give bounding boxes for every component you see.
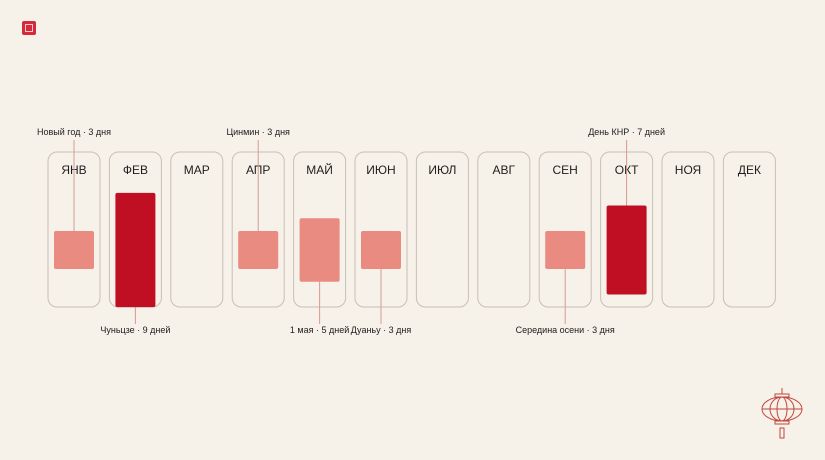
holiday-label: Цинмин · 3 дня (226, 127, 290, 137)
month-column (722, 151, 776, 308)
month-label: ИЮЛ (428, 163, 456, 177)
holiday-label: День КНР · 7 дней (588, 127, 665, 137)
month-label: ДЕК (738, 163, 761, 177)
holiday-bar (361, 230, 401, 270)
holiday-bar (238, 230, 279, 270)
month-label: МАР (184, 163, 210, 177)
month-label: АВГ (493, 163, 516, 177)
holiday-label: Новый год · 3 дня (37, 127, 111, 137)
holiday-bar (606, 205, 647, 295)
month-column (170, 151, 224, 308)
holiday-bar (54, 230, 94, 270)
month-label: МАЙ (306, 162, 333, 177)
holiday-label: Дуаньу · 3 дня (351, 325, 412, 335)
month-column (415, 151, 469, 308)
holiday-bar (545, 230, 586, 270)
brand-logo-icon (22, 21, 36, 35)
holiday-label: 1 мая · 5 дней (290, 325, 349, 335)
month-label: НОЯ (675, 163, 701, 177)
month-column (477, 151, 531, 308)
month-column (661, 151, 715, 308)
month-label: ИЮН (366, 163, 395, 177)
month-label: СЕН (553, 163, 578, 177)
lantern-icon (761, 388, 803, 439)
holiday-bar (115, 192, 156, 308)
holiday-label: Середина осени · 3 дня (516, 325, 615, 335)
holiday-bar (299, 218, 340, 282)
holiday-label: Чуньцзе · 9 дней (100, 325, 170, 335)
month-label: ФЕВ (123, 163, 148, 177)
